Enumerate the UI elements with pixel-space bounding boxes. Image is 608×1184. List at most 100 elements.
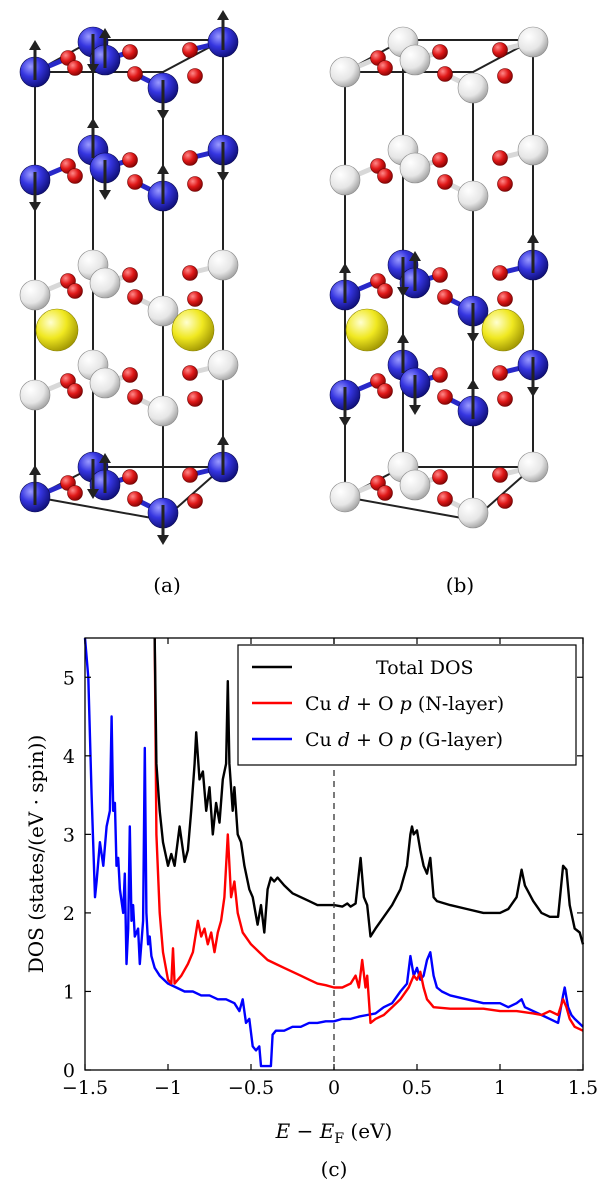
panel-c-caption: (c) (321, 1157, 348, 1181)
oxygen-atom (122, 152, 138, 168)
oxygen-atom (182, 150, 198, 166)
panel-b-caption: (b) (446, 573, 474, 597)
spin-arrow-head (99, 190, 111, 200)
oxygen-atom (67, 168, 83, 184)
oxygen-atom (432, 367, 448, 383)
spin-arrow-head (99, 28, 111, 38)
x-label-sub: F (334, 1131, 344, 1147)
oxygen-atom (122, 367, 138, 383)
cu-atom-nonmagnetic (399, 152, 431, 184)
cuo2-layer (329, 233, 549, 343)
oxygen-atom (492, 150, 508, 166)
oxygen-atom (497, 68, 513, 84)
oxygen-atom (377, 485, 393, 501)
oxygen-atom (492, 265, 508, 281)
cu-atom-nonmagnetic (457, 180, 489, 212)
spin-arrow-head (157, 535, 169, 545)
oxygen-atom (182, 467, 198, 483)
oxygen-atom (432, 44, 448, 60)
cu-atom-nonmagnetic (329, 56, 361, 88)
oxygen-atom (497, 176, 513, 192)
legend-label-total: Total DOS (376, 657, 474, 679)
oxygen-atom (187, 291, 203, 307)
spin-arrow-head (87, 489, 99, 499)
dos-series-group (83, 637, 585, 1068)
spin-arrow-head (29, 202, 41, 212)
x-label-e: E (275, 1119, 291, 1143)
cation-atom (345, 308, 389, 352)
spin-arrow-head (467, 379, 479, 389)
oxygen-atom (67, 383, 83, 399)
oxygen-atom (127, 66, 143, 82)
cation-atom (171, 308, 215, 352)
spin-arrow-head (99, 453, 111, 463)
x-tick-label: −1 (154, 1077, 182, 1099)
oxygen-atom (432, 469, 448, 485)
oxygen-atom (187, 176, 203, 192)
spin-arrow-head (87, 64, 99, 74)
cu-atom-nonmagnetic (147, 295, 179, 327)
cu-atom-nonmagnetic (89, 367, 121, 399)
cuo2-layer (19, 10, 239, 120)
spin-arrow-head (409, 251, 421, 261)
series-line-total (153, 637, 585, 945)
cu-atom-nonmagnetic (207, 349, 239, 381)
cu-atom-nonmagnetic (329, 481, 361, 513)
spin-arrow-head (87, 118, 99, 128)
oxygen-atom (127, 174, 143, 190)
oxygen-atom (437, 66, 453, 82)
cu-atom-nonmagnetic (19, 279, 51, 311)
oxygen-atom (127, 289, 143, 305)
oxygen-atom (377, 283, 393, 299)
oxygen-atom (182, 365, 198, 381)
x-tick-label: 1 (494, 1077, 506, 1099)
x-label-unit: (eV) (344, 1119, 392, 1143)
x-label-ef: E (319, 1119, 335, 1143)
y-tick-label: 3 (63, 824, 75, 846)
y-axis-label: DOS (states/(eV · spin)) (24, 735, 48, 974)
x-tick-label: −0.5 (228, 1077, 274, 1099)
cuo2-layer (19, 435, 239, 545)
cell-edge (344, 496, 474, 521)
oxygen-atom (377, 168, 393, 184)
spin-arrow-head (467, 333, 479, 343)
spin-arrow-head (339, 263, 351, 273)
dos-chart: −1.5 −1 −0.5 0 0.5 1 1.5 0 1 2 3 4 5 DOS (states/(eV… (24, 637, 598, 1147)
spin-arrow-head (157, 164, 169, 174)
oxygen-atom (122, 44, 138, 60)
spin-arrow-head (157, 110, 169, 120)
oxygen-atom (497, 493, 513, 509)
cuo2-layer (329, 451, 549, 529)
series-line-g-layer (83, 637, 584, 1068)
oxygen-atom (122, 469, 138, 485)
x-tick-label: 1.5 (568, 1077, 598, 1099)
oxygen-atom (492, 467, 508, 483)
spin-arrow-head (217, 10, 229, 20)
oxygen-atom (187, 391, 203, 407)
oxygen-atom (377, 383, 393, 399)
oxygen-atom (182, 42, 198, 58)
spin-arrow-head (397, 333, 409, 343)
cation-atom (481, 308, 525, 352)
cell-edge (34, 496, 164, 521)
spin-arrow-head (217, 435, 229, 445)
axis-ticks: −1.5 −1 −0.5 0 0.5 1 1.5 0 1 2 3 4 5 (62, 638, 598, 1099)
legend-box (237, 644, 577, 766)
spin-arrow-head (527, 387, 539, 397)
series-line-n-layer (153, 637, 584, 1032)
oxygen-atom (497, 291, 513, 307)
legend-label-g-layer: Cu d + O p (G-layer) (305, 729, 503, 751)
oxygen-atom (377, 60, 393, 76)
cuo2-layer (329, 26, 549, 104)
y-tick-label: 4 (63, 746, 75, 768)
oxygen-atom (437, 289, 453, 305)
cu-atom-nonmagnetic (517, 134, 549, 166)
cu-atom-nonmagnetic (399, 469, 431, 501)
x-axis-label: E − EF (eV) (275, 1119, 393, 1147)
oxygen-atom (492, 42, 508, 58)
structure-panel-b (329, 26, 549, 529)
oxygen-atom (437, 491, 453, 507)
y-tick-label: 0 (63, 1060, 75, 1082)
spin-arrow-head (409, 405, 421, 415)
oxygen-atom (492, 365, 508, 381)
